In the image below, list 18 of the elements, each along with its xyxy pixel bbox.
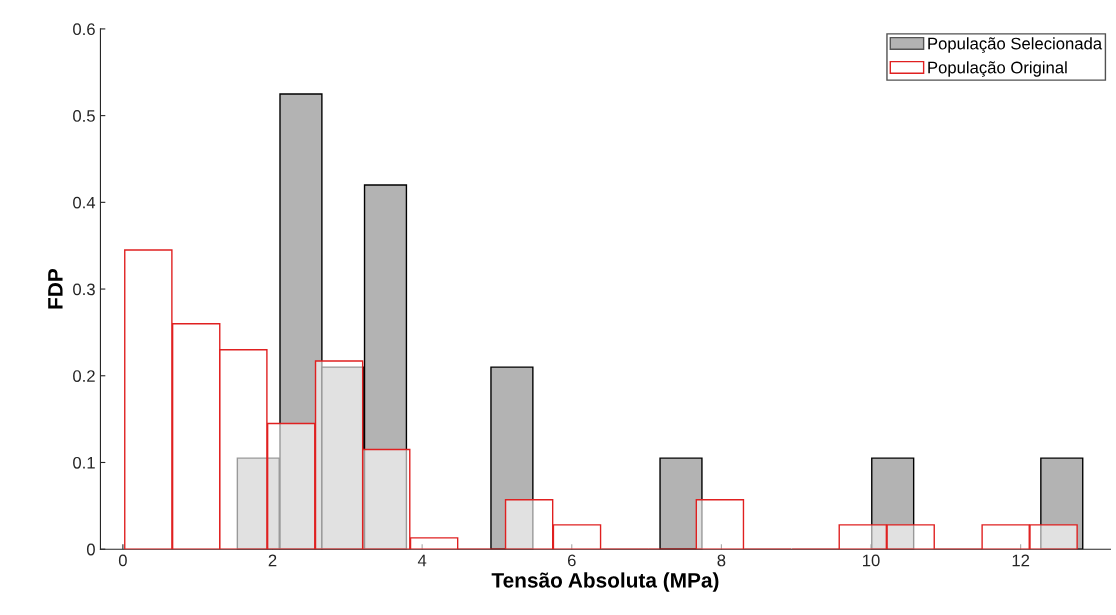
legend-label: População Original — [928, 61, 1067, 77]
x-tick-label: 10 — [863, 554, 880, 567]
x-tick-label: 8 — [717, 554, 726, 567]
x-axis-title: Tensão Absoluta (MPa) — [491, 572, 719, 592]
y-tick-label: 0.2 — [73, 370, 95, 382]
y-tick-label: 0.6 — [73, 23, 95, 36]
x-tick-label: 4 — [417, 554, 427, 567]
y-tick-label: 0.5 — [73, 110, 95, 122]
y-tick-label: 0 — [86, 543, 95, 556]
x-tick-label: 2 — [268, 554, 277, 567]
x-tick-label: 12 — [1012, 554, 1030, 567]
y-axis-title: FDP — [48, 268, 63, 309]
x-tick-label: 0 — [118, 554, 127, 567]
y-tick-label: 0.3 — [73, 283, 95, 296]
y-tick-label: 0.1 — [73, 456, 95, 469]
y-tick-label: 0.4 — [73, 196, 96, 209]
legend-label: População Selecionada — [928, 37, 1103, 53]
x-tick-label: 6 — [567, 554, 576, 567]
